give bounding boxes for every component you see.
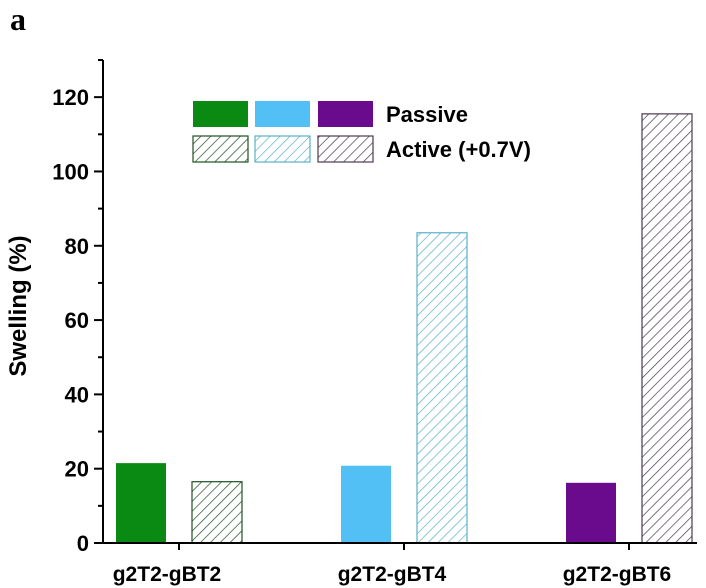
y-tick-label: 40 <box>65 382 89 407</box>
legend-swatch <box>254 135 311 163</box>
y-tick-label: 80 <box>65 234 89 259</box>
y-axis-label: Swelling (%) <box>5 235 32 376</box>
legend-swatch <box>318 101 373 127</box>
legend-swatch <box>255 101 310 127</box>
y-tick-label: 100 <box>52 159 89 184</box>
y-tick-label: 60 <box>65 308 89 333</box>
legend-label-passive: Passive <box>386 102 468 127</box>
x-tick-label: g2T2-gBT6 <box>563 563 672 586</box>
bar-active-g2t2-gbt4 <box>416 232 468 544</box>
bars-group <box>116 113 693 544</box>
legend-swatch <box>192 135 249 163</box>
x-tick-labels-group: g2T2-gBT2 g2T2-gBT4 g2T2-gBT6 <box>113 543 672 586</box>
legend-label-active: Active (+0.7V) <box>386 137 531 162</box>
bar-active-g2t2-gbt2 <box>191 481 243 544</box>
y-tick-label: 120 <box>52 85 89 110</box>
bar-passive-g2t2-gbt4 <box>341 465 391 543</box>
bar-active-g2t2-gbt6 <box>641 113 693 544</box>
axes-group <box>102 60 697 544</box>
x-tick-label: g2T2-gBT2 <box>113 563 222 586</box>
bar-passive-g2t2-gbt2 <box>116 463 166 543</box>
y-ticks-group: 0 20 40 60 80 100 120 <box>52 59 103 556</box>
x-tick-label: g2T2-gBT4 <box>338 563 447 586</box>
y-tick-label: 0 <box>77 531 89 556</box>
legend-swatch <box>317 135 374 163</box>
bar-passive-g2t2-gbt6 <box>566 482 616 543</box>
panel-label: a <box>10 1 26 37</box>
legend-swatch <box>193 101 248 127</box>
legend: Passive Active (+0.7V) <box>192 101 531 163</box>
y-tick-label: 20 <box>65 457 89 482</box>
